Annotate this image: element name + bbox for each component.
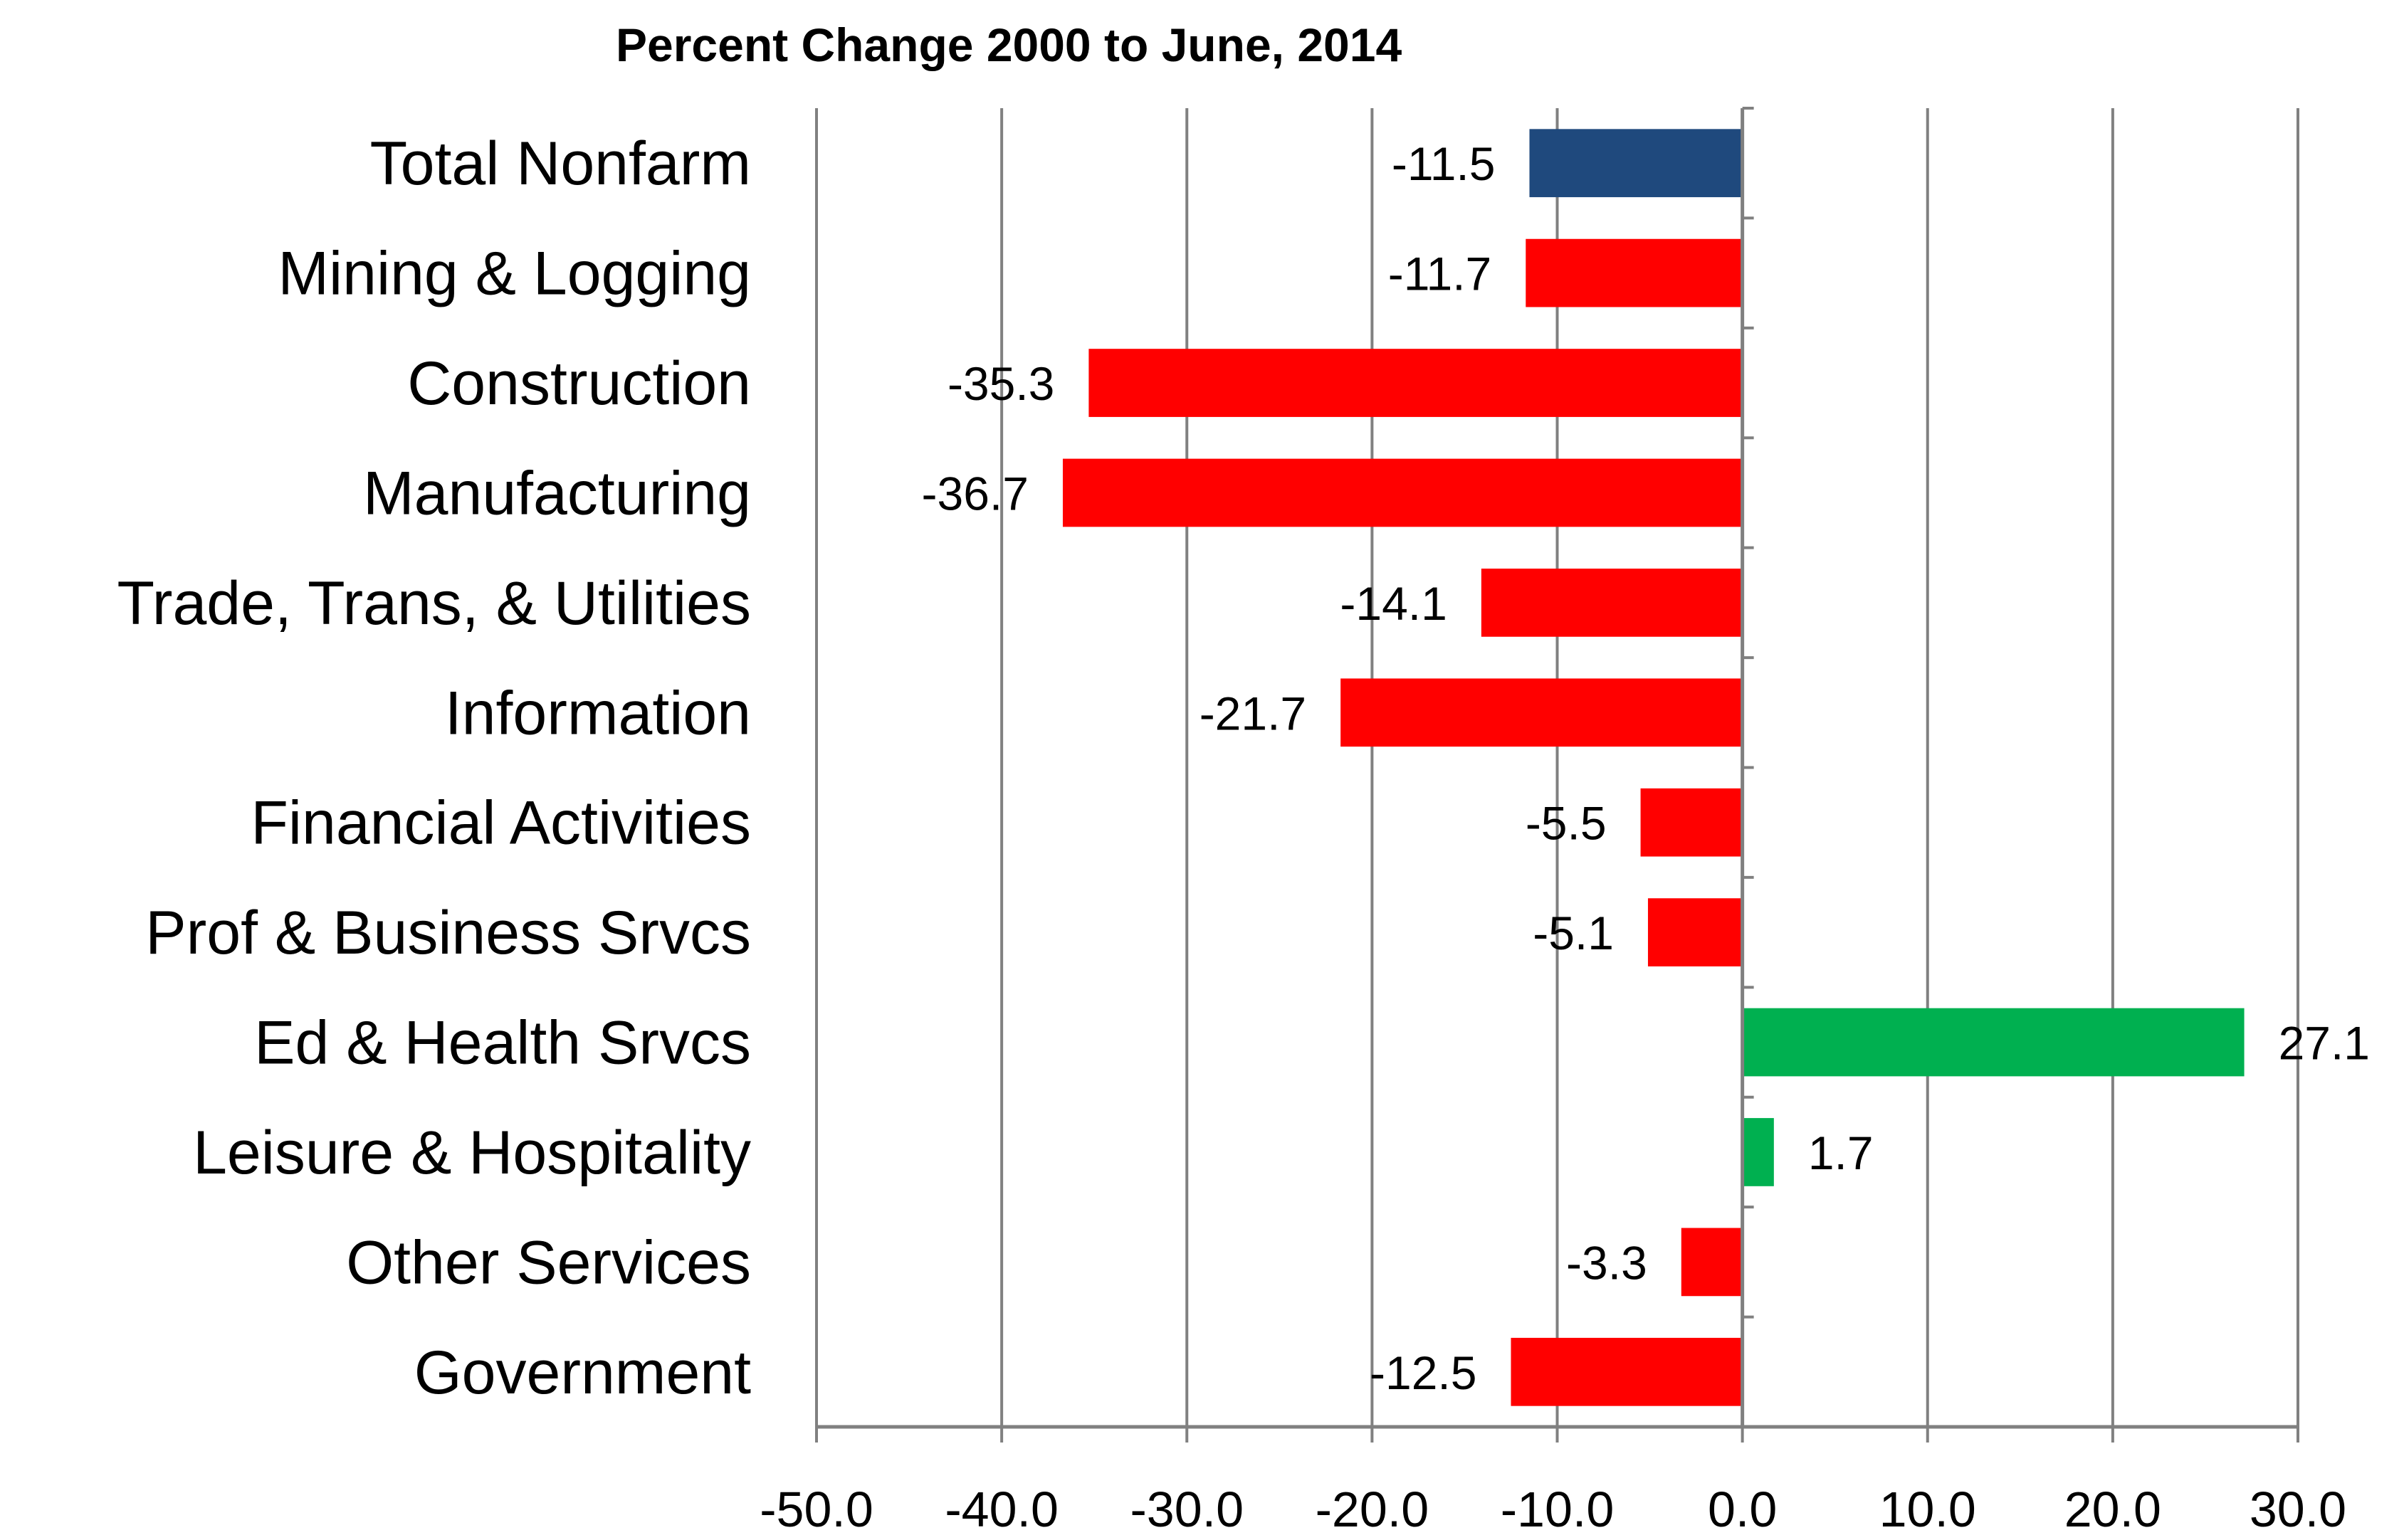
category-label: Mining & Logging bbox=[278, 240, 751, 308]
bar-mining-logging bbox=[1526, 238, 1743, 307]
bar-leisure-hospitality bbox=[1742, 1118, 1774, 1186]
x-tick-label: 10.0 bbox=[1879, 1482, 1976, 1537]
x-tick-label: 20.0 bbox=[2064, 1482, 2161, 1537]
bar-government bbox=[1511, 1337, 1743, 1406]
bar-financial-activities bbox=[1640, 788, 1743, 857]
data-label: -11.5 bbox=[1392, 137, 1496, 190]
bar-manufacturing bbox=[1062, 458, 1743, 527]
category-label: Government bbox=[414, 1339, 751, 1407]
data-label: -5.5 bbox=[1526, 797, 1607, 850]
category-label: Ed & Health Srvcs bbox=[254, 1009, 751, 1077]
axes bbox=[815, 107, 2299, 1443]
data-label: 1.7 bbox=[1808, 1127, 1874, 1179]
category-label: Manufacturing bbox=[363, 459, 751, 527]
x-tick-label: 0.0 bbox=[1708, 1482, 1777, 1537]
data-label: -36.7 bbox=[922, 467, 1029, 520]
category-label: Prof & Business Srvcs bbox=[145, 899, 751, 967]
category-label: Information bbox=[445, 679, 751, 747]
category-label: Total Nonfarm bbox=[370, 130, 751, 198]
x-tick-label: 30.0 bbox=[2250, 1482, 2346, 1537]
chart-title: Percent Change 2000 to June, 2014 bbox=[616, 19, 1402, 71]
bar-information bbox=[1340, 678, 1743, 747]
bar-other-services bbox=[1681, 1228, 1743, 1297]
data-label: -21.7 bbox=[1200, 687, 1306, 739]
data-labels: -11.5 -11.7 -35.3 -36.7 -14.1 -21.7 -5.5 -5.1 27… bbox=[922, 137, 2371, 1399]
data-label: -11.7 bbox=[1388, 248, 1492, 300]
category-label: Construction bbox=[407, 349, 751, 418]
x-tick-label: -10.0 bbox=[1501, 1482, 1615, 1537]
x-tick-label: -30.0 bbox=[1130, 1482, 1244, 1537]
data-label: -3.3 bbox=[1566, 1236, 1647, 1289]
data-label: -12.5 bbox=[1370, 1346, 1476, 1399]
category-label: Trade, Trans, & Utilities bbox=[117, 569, 751, 638]
bar-prof-business-srvcs bbox=[1647, 898, 1743, 966]
x-tick-label: -40.0 bbox=[945, 1482, 1059, 1537]
category-labels: Total Nonfarm Mining & Logging Constructio… bbox=[117, 130, 751, 1407]
bars bbox=[1062, 129, 2245, 1406]
data-label: -5.1 bbox=[1533, 907, 1614, 959]
x-tick-label: -20.0 bbox=[1316, 1482, 1429, 1537]
x-tick-label: -50.0 bbox=[760, 1482, 873, 1537]
category-label: Other Services bbox=[346, 1228, 751, 1297]
bar-construction bbox=[1088, 349, 1743, 417]
bar-trade-trans-utilities bbox=[1481, 569, 1743, 637]
data-label: 27.1 bbox=[2279, 1017, 2370, 1070]
category-label: Leisure & Hospitality bbox=[193, 1119, 751, 1187]
x-tick-labels: -50.0 -40.0 -30.0 -20.0 -10.0 0.0 10.0 20.0 30.0 bbox=[760, 1482, 2346, 1537]
data-label: -35.3 bbox=[948, 357, 1054, 410]
data-label: -14.1 bbox=[1340, 577, 1447, 630]
bar-total-nonfarm bbox=[1529, 129, 1743, 198]
category-label: Financial Activities bbox=[251, 789, 751, 858]
bar-ed-health-srvcs bbox=[1742, 1008, 2245, 1077]
